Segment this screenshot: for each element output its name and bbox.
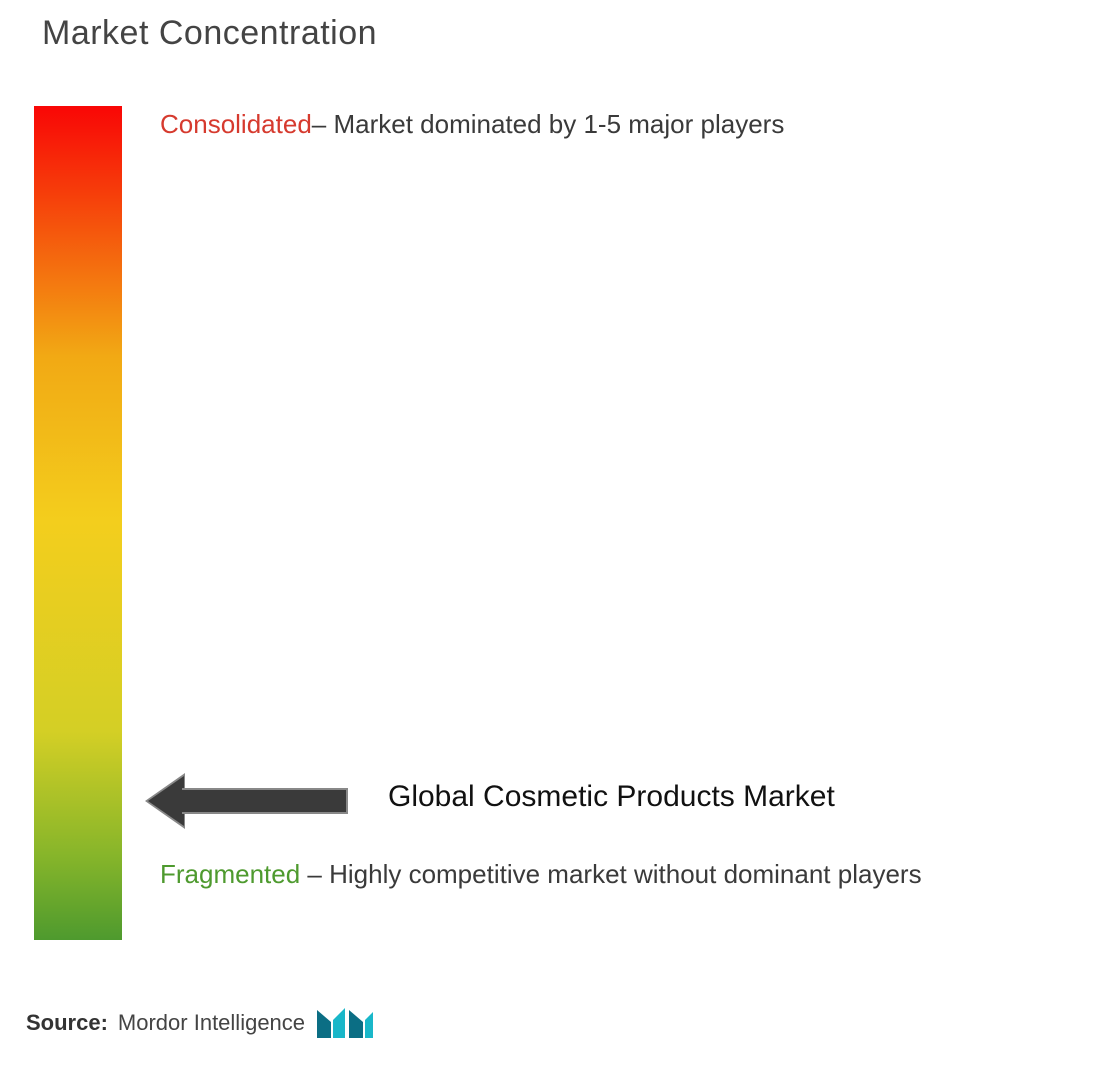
chart-title: Market Concentration bbox=[42, 14, 377, 53]
source-label: Source: bbox=[26, 1010, 108, 1036]
fragmented-desc: – Highly competitive market without domi… bbox=[300, 859, 921, 889]
arrow-body bbox=[182, 788, 348, 814]
consolidated-label-row: Consolidated– Market dominated by 1-5 ma… bbox=[160, 106, 784, 142]
arrow-left-icon bbox=[148, 776, 184, 826]
logo-right-shape bbox=[349, 1010, 363, 1038]
consolidated-key: Consolidated bbox=[160, 109, 312, 139]
fragmented-key: Fragmented bbox=[160, 859, 300, 889]
source-row: Source: Mordor Intelligence bbox=[26, 1006, 375, 1040]
source-value: Mordor Intelligence bbox=[118, 1010, 305, 1036]
chart-container: Market Concentration Consolidated– Marke… bbox=[0, 0, 1120, 1082]
logo-left-shape bbox=[317, 1010, 331, 1038]
concentration-gauge bbox=[34, 106, 122, 940]
market-position-marker bbox=[148, 778, 348, 824]
mordor-intelligence-logo-icon bbox=[315, 1006, 375, 1040]
fragmented-label-row: Fragmented – Highly competitive market w… bbox=[160, 854, 1060, 896]
consolidated-desc: – Market dominated by 1-5 major players bbox=[312, 109, 785, 139]
logo-far-shape bbox=[365, 1012, 373, 1038]
market-position-label: Global Cosmetic Products Market bbox=[388, 780, 835, 814]
logo-mid-shape bbox=[333, 1008, 345, 1038]
